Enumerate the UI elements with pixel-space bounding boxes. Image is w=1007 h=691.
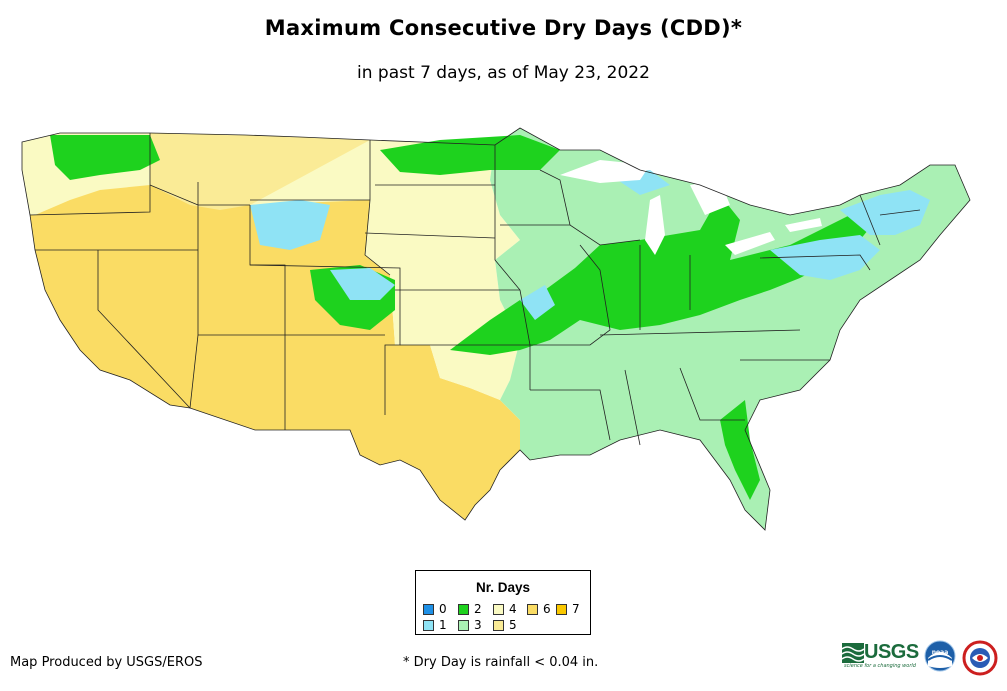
- lake-ontario: [785, 218, 822, 232]
- lake-erie: [725, 232, 775, 255]
- legend-item-7: 7: [556, 602, 580, 616]
- legend-label: 3: [474, 618, 482, 632]
- legend: Nr. Days 0 1 2 3 4 5 6 7: [415, 570, 591, 635]
- noaa-logo: noaa: [924, 640, 956, 672]
- legend-swatch: [527, 603, 538, 615]
- legend-swatch: [493, 603, 504, 615]
- legend-label: 0: [439, 602, 447, 616]
- legend-swatch: [493, 619, 504, 631]
- nws-logo: [962, 640, 998, 676]
- legend-item-1: 1: [423, 618, 447, 632]
- state-borders: [21, 127, 971, 531]
- legend-swatch: [458, 603, 469, 615]
- legend-label: 2: [474, 602, 482, 616]
- blue-newengland: [840, 190, 930, 235]
- legend-swatch: [423, 619, 434, 631]
- usgs-wave-icon: [842, 643, 864, 663]
- legend-item-4: 4: [493, 602, 517, 616]
- blue-kansas: [330, 268, 395, 300]
- legend-item-5: 5: [493, 618, 517, 632]
- usgs-tagline: science for a changing world: [844, 663, 916, 669]
- blue-wyoming: [250, 200, 330, 250]
- legend-label: 7: [572, 602, 580, 616]
- blue-northeast: [770, 235, 880, 280]
- noaa-wordmark: noaa: [932, 649, 949, 656]
- legend-label: 1: [439, 618, 447, 632]
- green-north2: [380, 135, 560, 175]
- legend-label: 6: [543, 602, 551, 616]
- lake-superior: [560, 160, 650, 183]
- legend-title: Nr. Days: [475, 580, 531, 595]
- legend-item-6: 6: [527, 602, 551, 616]
- lake-michigan: [645, 195, 665, 255]
- map-subtitle: in past 7 days, as of May 23, 2022: [357, 63, 650, 83]
- lake-huron: [690, 180, 730, 215]
- usgs-wordmark: USGS: [864, 641, 919, 663]
- legend-swatch: [458, 619, 469, 631]
- usgs-logo: USGS science for a changing world: [842, 641, 920, 671]
- legend-item-3: 3: [458, 618, 482, 632]
- legend-item-0: 0: [423, 602, 447, 616]
- legend-item-2: 2: [458, 602, 482, 616]
- green-midwest: [450, 195, 880, 355]
- map-title: Maximum Consecutive Dry Days (CDD)*: [264, 16, 743, 40]
- legend-label: 5: [509, 618, 517, 632]
- land-plains: [250, 140, 520, 400]
- land-west: [22, 133, 520, 520]
- green-florida: [720, 400, 760, 500]
- dry-day-footnote: * Dry Day is rainfall < 0.04 in.: [403, 655, 599, 670]
- legend-label: 4: [509, 602, 517, 616]
- producer-credit: Map Produced by USGS/EROS: [10, 655, 203, 670]
- legend-swatch: [423, 603, 434, 615]
- legend-swatch: [556, 603, 567, 615]
- green-north: [50, 135, 160, 180]
- blue-missouri: [520, 285, 555, 320]
